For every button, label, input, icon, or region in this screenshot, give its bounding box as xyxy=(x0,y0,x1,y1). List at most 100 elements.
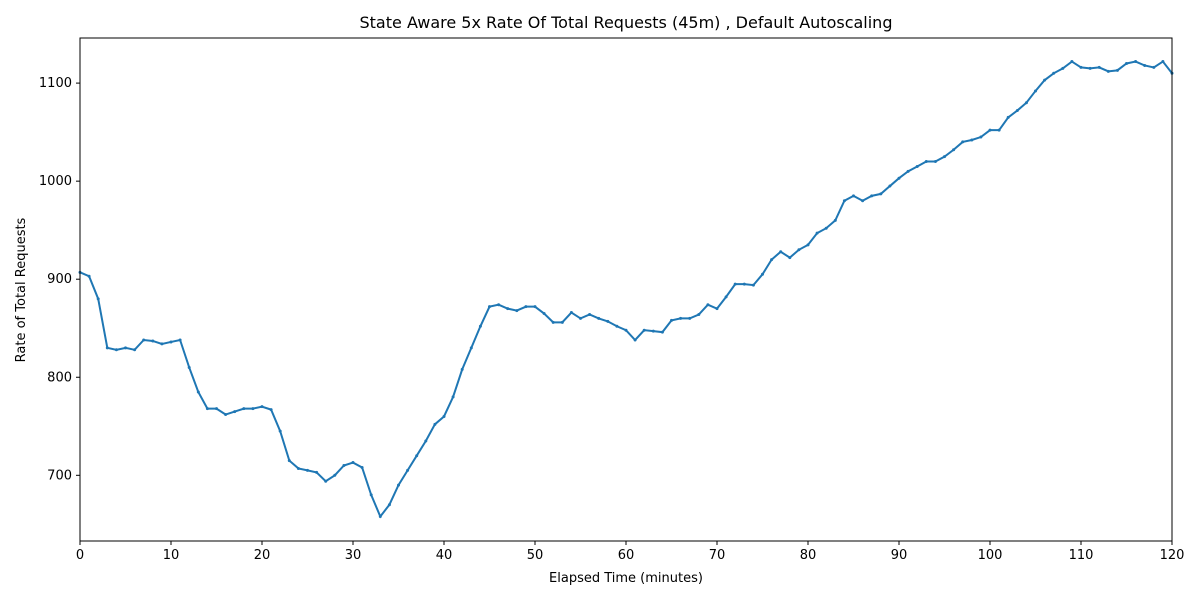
data-point xyxy=(1079,65,1083,69)
data-point xyxy=(761,272,764,276)
data-point xyxy=(478,324,482,328)
data-point xyxy=(706,303,710,307)
data-point xyxy=(260,405,264,409)
y-tick-label: 900 xyxy=(47,272,72,287)
data-point xyxy=(187,365,191,369)
data-point xyxy=(879,192,883,196)
data-point xyxy=(888,184,892,188)
data-point xyxy=(515,309,519,313)
data-point xyxy=(224,413,228,417)
data-point xyxy=(961,140,965,144)
data-point xyxy=(833,218,837,222)
data-point xyxy=(96,297,100,301)
data-point xyxy=(442,414,446,418)
data-point xyxy=(397,483,400,487)
data-point xyxy=(196,390,200,394)
x-tick-label: 60 xyxy=(618,548,635,563)
data-point xyxy=(1088,66,1092,70)
data-point xyxy=(315,470,319,474)
data-point xyxy=(460,367,464,371)
data-point xyxy=(779,250,783,254)
data-point xyxy=(1143,63,1147,67)
data-point xyxy=(506,307,510,311)
data-point xyxy=(406,468,410,472)
data-point xyxy=(1043,78,1047,82)
data-point xyxy=(733,282,737,286)
y-tick-label: 1000 xyxy=(39,174,72,189)
data-point xyxy=(943,155,946,159)
data-point xyxy=(897,176,901,180)
data-point xyxy=(415,454,419,458)
x-tick-label: 120 xyxy=(1160,548,1185,563)
data-point xyxy=(870,194,874,198)
data-point xyxy=(906,169,910,173)
data-point xyxy=(670,318,673,322)
data-point xyxy=(1052,71,1056,75)
data-point xyxy=(579,316,582,320)
data-point xyxy=(497,303,501,307)
data-point xyxy=(1070,60,1074,64)
x-tick-label: 10 xyxy=(163,548,180,563)
data-point xyxy=(215,407,218,411)
data-point xyxy=(169,340,173,344)
x-tick-label: 100 xyxy=(978,548,1003,563)
data-point xyxy=(551,320,555,324)
data-point xyxy=(651,329,655,333)
data-point xyxy=(1125,61,1128,65)
data-point xyxy=(296,466,300,470)
data-point xyxy=(933,160,937,164)
data-point xyxy=(469,346,473,350)
x-tick-label: 110 xyxy=(1069,548,1094,563)
data-point xyxy=(915,164,919,168)
data-point xyxy=(861,199,865,203)
data-point xyxy=(233,410,237,414)
data-point xyxy=(724,295,728,299)
x-axis-label: Elapsed Time (minutes) xyxy=(549,571,703,586)
data-point xyxy=(679,316,683,320)
data-point xyxy=(360,465,364,469)
data-point xyxy=(387,503,391,507)
data-point xyxy=(378,514,382,518)
data-point xyxy=(924,160,928,164)
x-tick-label: 30 xyxy=(345,548,362,563)
data-point xyxy=(287,459,291,463)
chart-title: State Aware 5x Rate Of Total Requests (4… xyxy=(360,13,893,32)
data-point xyxy=(333,473,337,477)
data-point xyxy=(1024,101,1028,105)
x-tick-label: 50 xyxy=(527,548,544,563)
data-point xyxy=(633,338,637,342)
data-point xyxy=(133,348,137,352)
data-point xyxy=(488,305,491,309)
data-point xyxy=(660,330,664,334)
data-point xyxy=(151,339,155,343)
data-point xyxy=(342,464,346,468)
data-point xyxy=(797,248,801,252)
data-point xyxy=(433,422,437,426)
data-point xyxy=(278,429,282,433)
data-point xyxy=(815,231,819,235)
data-point xyxy=(533,305,537,309)
data-point xyxy=(160,342,164,346)
data-point xyxy=(588,313,592,317)
data-point xyxy=(952,148,956,152)
data-point xyxy=(251,407,255,411)
data-point xyxy=(451,395,455,399)
data-point xyxy=(542,312,546,316)
data-point xyxy=(1006,115,1010,119)
data-point xyxy=(424,439,428,443)
data-point xyxy=(1115,68,1119,72)
data-point xyxy=(997,128,1001,132)
data-point xyxy=(1161,60,1165,64)
data-point xyxy=(306,468,309,472)
data-point xyxy=(205,407,209,411)
data-point xyxy=(242,407,246,411)
x-tick-label: 20 xyxy=(254,548,271,563)
data-point xyxy=(979,135,983,139)
data-point xyxy=(178,338,182,342)
data-point xyxy=(697,313,701,317)
data-point xyxy=(87,274,91,278)
data-point xyxy=(597,316,601,320)
data-point xyxy=(642,328,646,332)
